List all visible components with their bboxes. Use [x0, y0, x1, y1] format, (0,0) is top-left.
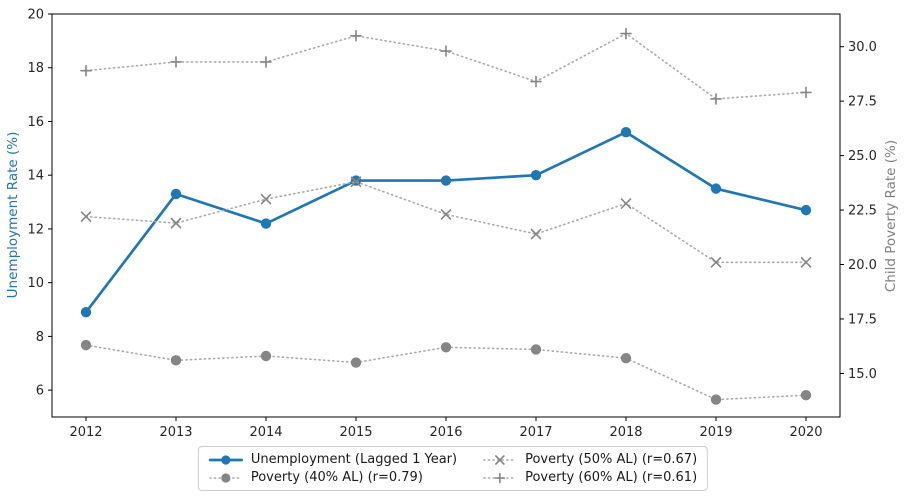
data-point-marker [170, 56, 182, 68]
x-tick-label: 2015 [339, 425, 372, 440]
y-tick-label-left: 10 [27, 276, 44, 291]
legend-label: Poverty (40% AL) (r=0.79) [250, 470, 423, 485]
data-point-marker [800, 257, 812, 268]
data-point-marker [350, 29, 362, 42]
legend-item-1: Poverty (40% AL) (r=0.79) [209, 470, 457, 485]
data-point-marker [350, 176, 362, 188]
x-tick-label: 2018 [609, 425, 642, 440]
data-point-marker [350, 175, 362, 186]
x-tick-label: 2012 [69, 425, 102, 440]
series-line-0 [84, 130, 808, 314]
y-tick-label-left: 16 [27, 115, 44, 130]
data-point-marker [80, 211, 92, 222]
data-point-marker [260, 218, 272, 229]
data-point-marker [710, 257, 722, 268]
data-point-marker [170, 217, 182, 229]
data-point-marker [530, 170, 542, 181]
legend-item-3: Poverty (60% AL) (r=0.61) [483, 470, 697, 485]
data-point-marker [440, 209, 452, 220]
series-line-2 [85, 180, 807, 264]
legend-label: Poverty (50% AL) (r=0.67) [525, 452, 698, 467]
x-tick-label: 2020 [789, 425, 822, 440]
data-point-marker [620, 127, 632, 138]
data-point-marker [260, 56, 272, 68]
series-line-3 [85, 32, 807, 100]
legend-label: Poverty (60% AL) (r=0.61) [525, 470, 698, 485]
y-tick-label-left: 18 [27, 61, 44, 76]
data-point-marker [800, 204, 812, 216]
legend-item-2: Poverty (50% AL) (r=0.67) [483, 452, 697, 467]
y-tick-label-right: 15.0 [848, 367, 877, 382]
data-point-marker [80, 64, 92, 77]
y-tick-label-right: 17.5 [848, 312, 877, 327]
right-axis-title: Child Poverty Rate (%) [883, 140, 899, 292]
left-axis-title: Unemployment Rate (%) [5, 132, 21, 299]
legend-key-circle-icon [208, 454, 243, 465]
y-tick-label-left: 12 [27, 222, 44, 237]
data-point-marker [530, 228, 542, 240]
y-tick-label-right: 20.0 [848, 258, 877, 273]
x-tick-label: 2014 [249, 425, 282, 440]
data-point-marker [710, 183, 722, 194]
data-point-marker [800, 390, 812, 401]
data-point-marker [620, 352, 632, 364]
data-point-marker [80, 307, 92, 318]
data-point-marker [350, 357, 362, 368]
data-point-marker [440, 45, 452, 57]
y-tick-label-right: 27.5 [848, 95, 877, 110]
data-point-marker [710, 394, 722, 405]
data-point-marker [440, 175, 452, 186]
legend-key-circle-icon [209, 472, 243, 483]
legend: Unemployment (Lagged 1 Year) Poverty (40%… [197, 446, 709, 491]
y-tick-label-left: 20 [27, 8, 44, 23]
data-point-marker [80, 339, 92, 351]
data-point-marker [440, 342, 452, 353]
legend-key-plus-icon [483, 472, 517, 483]
legend-key-x-icon [483, 454, 517, 465]
y-tick-label-right: 25.0 [848, 149, 877, 164]
data-point-marker [260, 193, 272, 205]
y-tick-label-right: 22.5 [848, 204, 877, 219]
data-point-marker [620, 27, 632, 40]
y-tick-label-left: 14 [27, 169, 44, 184]
data-point-marker [710, 93, 722, 105]
x-tick-label: 2019 [699, 425, 732, 440]
series-line-1 [85, 344, 807, 401]
x-tick-label: 2017 [519, 425, 552, 440]
data-point-marker [260, 350, 272, 362]
data-point-marker [170, 355, 182, 366]
legend-item-0: Unemployment (Lagged 1 Year) [208, 452, 458, 467]
data-point-marker [800, 86, 812, 99]
y-tick-label-left: 8 [36, 330, 44, 345]
legend-label: Unemployment (Lagged 1 Year) [250, 452, 458, 467]
y-tick-label-right: 30.0 [848, 40, 877, 55]
data-point-marker [170, 188, 182, 200]
data-point-marker [620, 198, 632, 209]
x-tick-label: 2016 [429, 425, 462, 440]
y-tick-label-left: 6 [36, 384, 44, 399]
data-point-marker [530, 344, 542, 355]
data-point-marker [530, 75, 542, 88]
x-tick-label: 2013 [159, 425, 192, 440]
